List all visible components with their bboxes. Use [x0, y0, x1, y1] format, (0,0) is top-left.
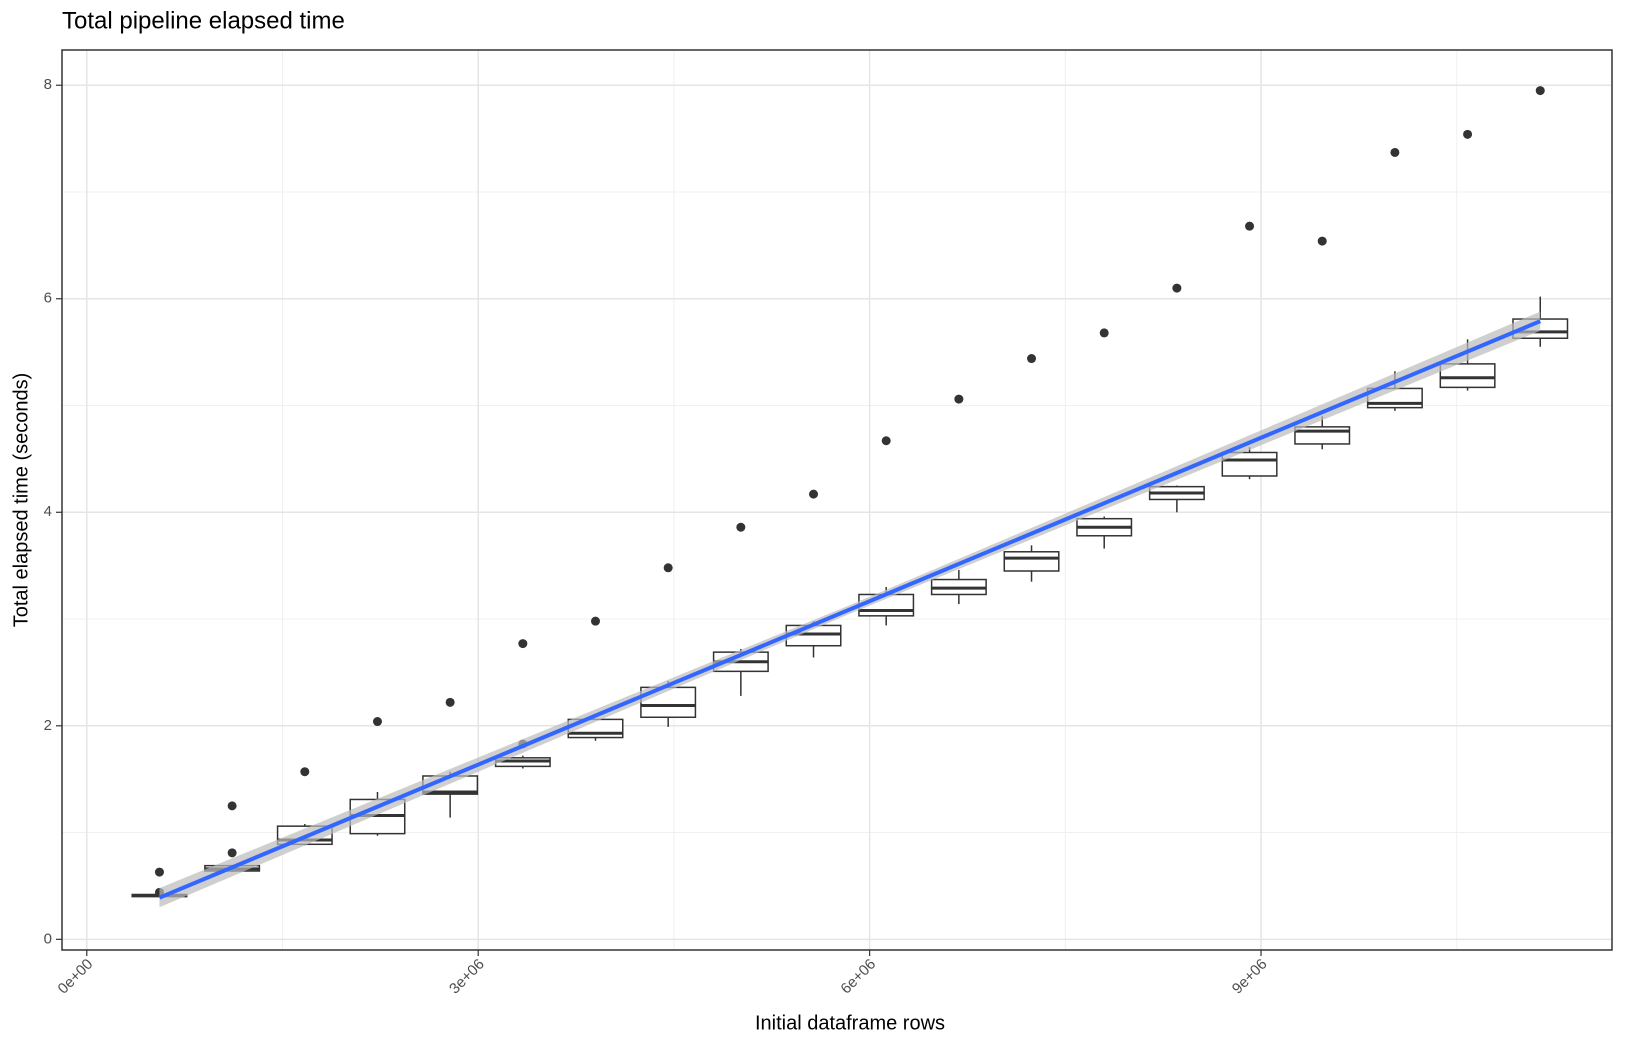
panel: [62, 50, 1612, 950]
outlier: [954, 394, 964, 404]
outlier: [736, 522, 746, 532]
outlier: [300, 767, 310, 777]
outlier: [227, 848, 237, 858]
x-tick-label: 9e+06: [1229, 956, 1271, 998]
box: [1439, 363, 1496, 389]
box: [1294, 426, 1351, 445]
outlier: [663, 563, 673, 573]
y-tick-label: 2: [44, 717, 52, 734]
y-tick-label: 4: [44, 503, 52, 520]
y-tick-label: 6: [44, 290, 52, 307]
outlier: [154, 867, 164, 877]
outlier: [1027, 354, 1037, 364]
outlier: [1390, 147, 1400, 157]
outlier: [372, 717, 382, 727]
outlier: [1099, 328, 1109, 338]
outlier: [881, 436, 891, 446]
chart-title: Total pipeline elapsed time: [62, 7, 345, 34]
box: [1003, 551, 1060, 572]
outlier: [1463, 129, 1473, 139]
y-tick-label: 0: [44, 930, 52, 947]
outlier: [1172, 283, 1182, 293]
y-axis-label: Total elapsed time (seconds): [10, 373, 32, 628]
x-tick-label: 0e+00: [55, 956, 97, 998]
outlier: [1317, 236, 1327, 246]
trend-line: [158, 319, 1542, 900]
outlier: [1535, 86, 1545, 96]
outlier: [1245, 221, 1255, 231]
outlier: [809, 489, 819, 499]
outlier: [445, 697, 455, 707]
box: [1221, 451, 1278, 477]
x-axis-label: Initial dataframe rows: [755, 1012, 945, 1034]
panel-border: [61, 49, 1613, 951]
outlier: [590, 616, 600, 626]
x-tick-label: 3e+06: [446, 956, 488, 998]
y-tick-label: 8: [44, 76, 52, 93]
outlier: [518, 639, 528, 649]
outlier: [227, 801, 237, 811]
x-tick-label: 6e+06: [837, 956, 879, 998]
